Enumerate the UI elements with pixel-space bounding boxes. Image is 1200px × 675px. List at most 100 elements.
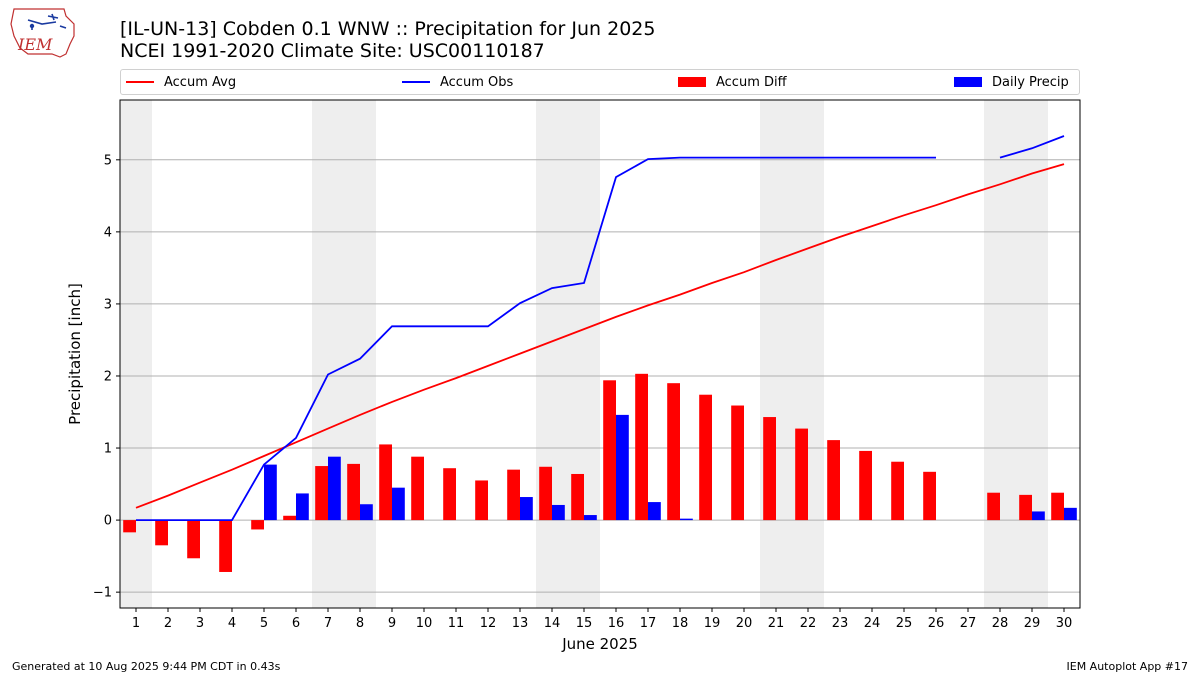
- weekend-shade-day-22: [792, 100, 824, 608]
- legend-label-accum-avg: Accum Avg: [164, 74, 237, 90]
- accum-diff-bar-day-24: [859, 450, 872, 521]
- accum-diff-bar-day-6: [283, 515, 296, 521]
- autoplot-app-label: IEM Autoplot App #17: [1066, 660, 1189, 673]
- daily-precip-bar-day-5: [264, 464, 277, 521]
- x-tick-label: 7: [324, 616, 332, 631]
- accum-diff-bar-day-15: [571, 473, 584, 521]
- weekend-shade-day-8: [344, 100, 376, 608]
- x-tick-label: 2: [164, 616, 172, 631]
- daily-precip-bar-day-15: [584, 515, 597, 521]
- y-tick-label: −1: [93, 586, 112, 601]
- chart-subtitle: NCEI 1991-2020 Climate Site: USC00110187: [120, 40, 545, 62]
- y-tick-label: 5: [104, 153, 112, 168]
- accum-diff-bar-day-7: [315, 466, 328, 521]
- accum-diff-bar-day-18: [667, 383, 680, 521]
- y-axis-label: Precipitation [inch]: [66, 283, 84, 425]
- chart-title: [IL-UN-13] Cobden 0.1 WNW :: Precipitati…: [120, 18, 656, 40]
- x-tick-label: 1: [132, 616, 140, 631]
- x-tick-label: 15: [576, 616, 593, 631]
- y-tick-label: 3: [104, 297, 112, 312]
- x-tick-label: 24: [864, 616, 881, 631]
- daily-precip-bar-day-14: [552, 504, 565, 521]
- daily-precip-bar-day-29: [1032, 511, 1045, 521]
- daily-precip-bar-day-7: [328, 456, 341, 521]
- legend-swatch-daily-precip: [954, 77, 982, 87]
- accum-diff-bar-day-12: [475, 480, 488, 521]
- accum-diff-bar-day-23: [827, 440, 840, 521]
- x-tick-label: 26: [928, 616, 945, 631]
- y-tick-label: 1: [104, 442, 112, 457]
- plot-frame: [119, 99, 1081, 609]
- accum-diff-bar-day-19: [699, 394, 712, 521]
- accum-diff-bar-day-8: [347, 463, 360, 521]
- y-tick-label: 0: [104, 514, 112, 529]
- accum-diff-bar-day-5: [251, 520, 264, 530]
- iem-logo: IEM: [10, 8, 75, 58]
- x-tick-label: 16: [608, 616, 625, 631]
- x-axis-label: June 2025: [561, 635, 638, 653]
- daily-precip-bar-day-17: [648, 502, 661, 521]
- x-tick-label: 14: [544, 616, 561, 631]
- x-tick-label: 20: [736, 616, 753, 631]
- accum-diff-bar-day-3: [187, 520, 200, 559]
- weekend-shade-day-14: [536, 100, 568, 608]
- svg-text:IEM: IEM: [17, 35, 53, 54]
- daily-precip-bar-day-13: [520, 497, 533, 521]
- daily-precip-bar-day-30: [1064, 507, 1077, 521]
- x-tick-label: 30: [1056, 616, 1073, 631]
- daily-precip-bar-day-9: [392, 487, 405, 521]
- accum-obs-line: [136, 135, 1065, 521]
- x-tick-label: 11: [448, 616, 465, 631]
- accum-diff-bar-day-2: [155, 520, 168, 546]
- x-tick-label: 22: [800, 616, 817, 631]
- accum-diff-bar-day-21: [763, 417, 776, 521]
- legend-label-accum-diff: Accum Diff: [716, 74, 787, 90]
- x-tick-label: 25: [896, 616, 913, 631]
- weekend-shade-day-21: [760, 100, 792, 608]
- x-tick-label: 5: [260, 616, 268, 631]
- accum-diff-bar-day-30: [1051, 492, 1064, 521]
- weekend-shade-day-29: [1016, 100, 1048, 608]
- accum-diff-bar-day-20: [731, 405, 744, 521]
- x-tick-label: 6: [292, 616, 300, 631]
- accum-diff-bar-day-28: [987, 492, 1000, 521]
- x-tick-label: 10: [416, 616, 433, 631]
- accum-diff-bar-day-9: [379, 444, 392, 521]
- accum-diff-bar-day-10: [411, 456, 424, 521]
- accum-diff-bar-day-17: [635, 373, 648, 521]
- legend-swatch-accum-avg: [126, 81, 154, 83]
- weekend-shade-day-15: [568, 100, 600, 608]
- legend-item-daily-precip: Daily Precip: [954, 70, 1069, 94]
- accum-avg-line: [135, 163, 1065, 509]
- x-tick-label: 18: [672, 616, 689, 631]
- accum-diff-bar-day-13: [507, 469, 520, 521]
- accum-diff-bar-day-14: [539, 466, 552, 521]
- accum-diff-bar-day-29: [1019, 494, 1032, 521]
- generated-timestamp: Generated at 10 Aug 2025 9:44 PM CDT in …: [12, 660, 281, 673]
- accum-diff-bar-day-26: [923, 471, 936, 521]
- daily-precip-bar-day-18: [680, 518, 693, 521]
- accum-diff-bar-day-4: [219, 520, 232, 572]
- legend-label-daily-precip: Daily Precip: [992, 74, 1069, 90]
- accum-diff-bar-day-1: [123, 520, 136, 533]
- y-tick-label: 2: [104, 369, 112, 384]
- legend-item-accum-diff: Accum Diff: [678, 70, 787, 94]
- x-tick-label: 27: [960, 616, 977, 631]
- daily-precip-bar-day-16: [616, 414, 629, 521]
- x-tick-label: 3: [196, 616, 204, 631]
- daily-precip-bar-day-6: [296, 493, 309, 521]
- y-tick-label: 4: [104, 225, 112, 240]
- x-tick-label: 23: [832, 616, 849, 631]
- accum-diff-bar-day-22: [795, 428, 808, 521]
- x-tick-label: 21: [768, 616, 785, 631]
- chart-legend: Accum Avg Accum Obs Accum Diff Daily Pre…: [120, 69, 1080, 95]
- weekend-shade-day-7: [312, 100, 344, 608]
- legend-item-accum-avg: Accum Avg: [126, 70, 236, 94]
- legend-item-accum-obs: Accum Obs: [402, 70, 513, 94]
- x-tick-label: 28: [992, 616, 1009, 631]
- accum-diff-bar-day-16: [603, 380, 616, 521]
- daily-precip-bar-day-8: [360, 504, 373, 521]
- x-tick-label: 4: [228, 616, 236, 631]
- x-tick-label: 29: [1024, 616, 1041, 631]
